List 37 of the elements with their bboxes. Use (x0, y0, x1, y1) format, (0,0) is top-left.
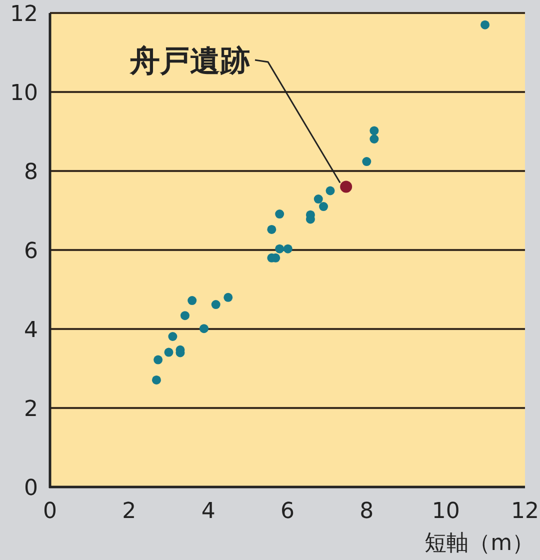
x-tick-label: 8 (360, 499, 374, 524)
point (480, 20, 490, 30)
y-tick-label: 4 (24, 318, 38, 343)
point (180, 311, 190, 320)
annotation: 舟戸遺跡 (129, 44, 250, 79)
y-tick-label: 6 (24, 239, 38, 264)
y-tick-label: 2 (24, 397, 38, 422)
x-tick-label: 12 (511, 499, 539, 524)
y-tick-label: 12 (10, 2, 38, 27)
point (370, 126, 379, 136)
x-tick-label: 4 (201, 499, 216, 524)
y-tick-label: 0 (24, 476, 38, 501)
point (152, 375, 161, 384)
y-tick-label: 10 (10, 81, 38, 106)
point (340, 180, 352, 193)
point (319, 202, 328, 212)
x-tick-label: 10 (432, 499, 460, 524)
point (267, 224, 276, 234)
point (211, 300, 220, 310)
x-tick-label: 6 (280, 499, 294, 524)
point (224, 292, 233, 302)
x-tick-label: 2 (122, 499, 136, 524)
point (326, 186, 335, 196)
point (168, 332, 178, 342)
point (188, 296, 197, 306)
point (199, 324, 208, 334)
point (275, 210, 284, 219)
x-tick-label: 0 (43, 499, 57, 524)
x-axis-title: 短軸（m） (424, 531, 534, 556)
point (283, 244, 292, 254)
point (314, 194, 323, 204)
point (362, 157, 372, 166)
point (275, 244, 284, 254)
point (370, 134, 379, 144)
point (164, 348, 174, 357)
y-tick-label: 8 (24, 160, 38, 185)
point (154, 355, 163, 364)
